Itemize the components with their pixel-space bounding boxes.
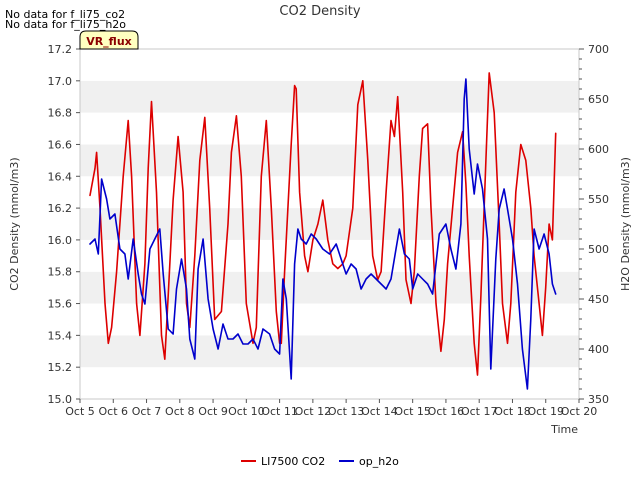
badge-label: VR_flux — [86, 35, 132, 48]
right-tick-label: 600 — [588, 143, 609, 156]
background-band — [80, 49, 579, 81]
x-tick-label: Oct 19 — [527, 405, 564, 418]
background-band — [80, 367, 579, 399]
x-tick-label: Oct 8 — [165, 405, 195, 418]
x-tick-label: Oct 12 — [295, 405, 332, 418]
x-tick-label: Oct 7 — [132, 405, 162, 418]
series-line-op-h2o — [89, 78, 557, 390]
left-tick-label: 16.4 — [48, 170, 73, 183]
legend: LI7500 CO2 op_h2o — [241, 455, 399, 468]
right-tick-label: 500 — [588, 243, 609, 256]
x-tick-label: Oct 20 — [561, 405, 598, 418]
right-tick-label: 550 — [588, 193, 609, 206]
right-tick-label: 350 — [588, 393, 609, 406]
left-tick-label: 15.8 — [48, 266, 73, 279]
background-bands — [80, 49, 579, 399]
left-tick-label: 15.6 — [48, 298, 73, 311]
background-band — [80, 303, 579, 336]
chart-title: CO2 Density — [279, 4, 360, 19]
right-tick-label: 400 — [588, 343, 609, 356]
left-tick-label: 15.2 — [48, 361, 73, 374]
right-axis-title: H2O Density (mmol/m3) — [619, 157, 632, 291]
left-tick-label: 15.4 — [48, 329, 73, 342]
left-tick-label: 16.2 — [48, 202, 73, 215]
background-band — [80, 80, 579, 113]
x-tick-label: Oct 6 — [99, 405, 129, 418]
badge-shape — [79, 30, 139, 50]
x-tick-label: Oct 9 — [198, 405, 228, 418]
plot-frame — [79, 48, 580, 400]
left-tick-label: 17.0 — [48, 75, 73, 88]
vr-flux-badge: VR_flux — [79, 30, 139, 50]
left-tick-label: 16.0 — [48, 234, 73, 247]
legend-label-h2o: op_h2o — [359, 455, 399, 468]
left-tick-label: 16.6 — [48, 138, 73, 151]
left-axis-title: CO2 Density (mmol/m3) — [8, 157, 21, 290]
background-band — [80, 176, 579, 209]
right-tick-label: 650 — [588, 93, 609, 106]
left-tick-label: 15.0 — [48, 393, 73, 406]
series-line-li7500-co2 — [89, 72, 557, 376]
legend-label-co2: LI7500 CO2 — [261, 455, 325, 468]
no-data-note-h2o: No data for f_li75_h2o — [5, 18, 126, 31]
background-band — [80, 208, 579, 240]
x-tick-label: Oct 10 — [228, 405, 265, 418]
x-tick-label: Oct 17 — [461, 405, 498, 418]
background-band — [80, 112, 579, 145]
x-tick-label: Oct 13 — [328, 405, 365, 418]
x-tick-label: Oct 16 — [428, 405, 465, 418]
x-tick-label: Oct 15 — [394, 405, 431, 418]
left-axis: 15.0 15.2 15.4 15.6 15.8 16.0 16.2 16.4 16.6 16.8… — [48, 43, 80, 406]
right-tick-label: 450 — [588, 293, 609, 306]
right-axis: 350 400 450 500 550 600 650 700 — [579, 43, 609, 406]
x-axis-title: Time — [550, 423, 578, 436]
x-tick-label: Oct 5 — [65, 405, 95, 418]
left-tick-label: 17.2 — [48, 43, 73, 56]
x-tick-label: Oct 18 — [494, 405, 531, 418]
right-tick-label: 700 — [588, 43, 609, 56]
no-data-note-co2: No data for f_li75_co2 — [5, 8, 125, 21]
x-tick-label: Oct 14 — [361, 405, 398, 418]
left-tick-label: 16.8 — [48, 107, 73, 120]
background-band — [80, 271, 579, 304]
series-layer — [89, 72, 557, 390]
background-band — [80, 335, 579, 368]
x-tick-label: Oct 11 — [261, 405, 298, 418]
